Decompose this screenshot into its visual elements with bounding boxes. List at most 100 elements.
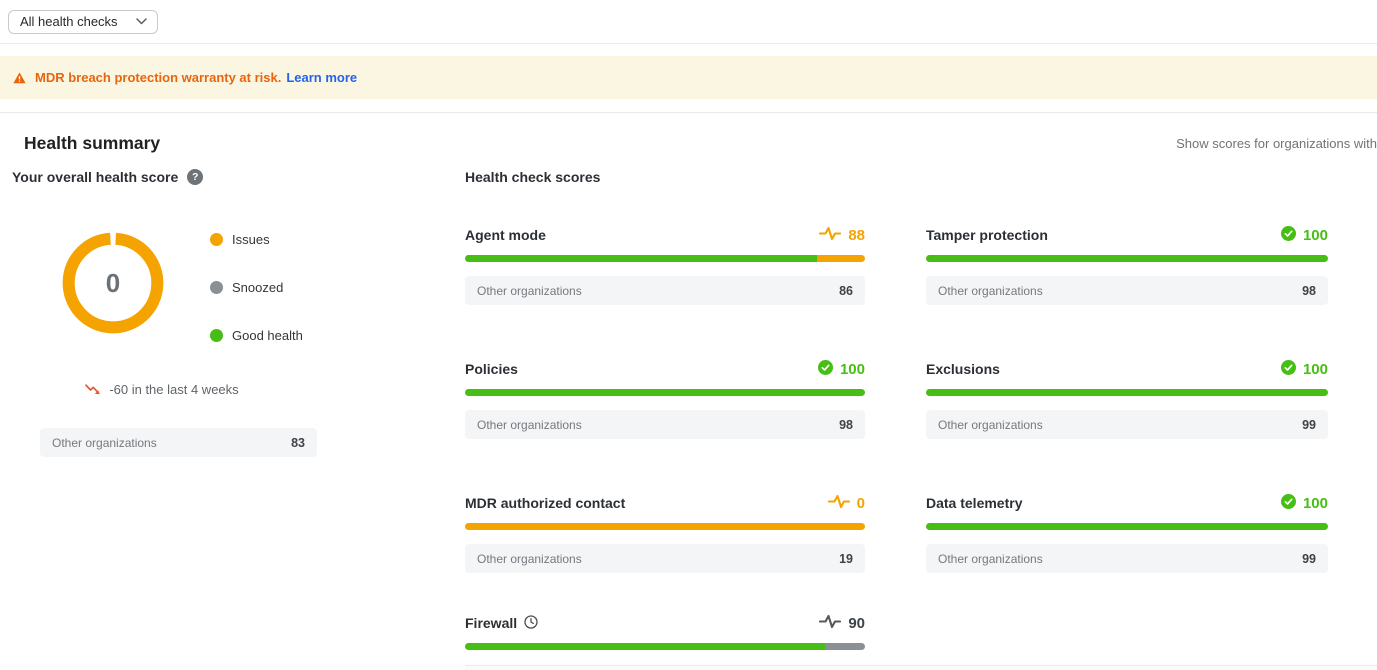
bar-segment-green	[465, 255, 817, 262]
health-check-score: 90	[819, 613, 865, 633]
health-check-title: Agent mode	[465, 227, 546, 243]
health-check-card: Firewall 90	[465, 613, 865, 650]
health-check-title: Exclusions	[926, 361, 1000, 377]
health-check-card: Data telemetry 100 Other organizations 9…	[926, 493, 1328, 573]
benchmark-value: 99	[1302, 417, 1316, 432]
health-check-score: 100	[817, 359, 865, 379]
health-check-score: 100	[1280, 493, 1328, 513]
bar-segment-green	[465, 643, 825, 650]
health-check-name: Tamper protection	[926, 227, 1048, 243]
health-check-name: MDR authorized contact	[465, 495, 626, 511]
health-check-card: Policies 100 Other organizations 98	[465, 359, 865, 439]
section-divider	[465, 665, 1377, 666]
health-check-title: Data telemetry	[926, 495, 1023, 511]
legend-item: Good health	[210, 328, 303, 343]
legend-dot	[210, 233, 223, 246]
benchmark-label: Other organizations	[52, 435, 157, 450]
next-section-edge	[465, 666, 1377, 670]
legend-dot	[210, 329, 223, 342]
benchmark-value: 83	[291, 435, 305, 450]
health-check-title: Firewall	[465, 614, 538, 632]
bar-segment-gray	[825, 643, 865, 650]
benchmark-value: 98	[839, 417, 853, 432]
health-check-score: 88	[819, 225, 865, 245]
health-check-card: Agent mode 88 Other organizations 86	[465, 225, 865, 305]
check-circle-icon	[1280, 493, 1296, 509]
health-check-name: Exclusions	[926, 361, 1000, 377]
score-value: 100	[1302, 226, 1328, 244]
score-progress-bar	[926, 523, 1328, 530]
health-check-card: Tamper protection 100 Other organization…	[926, 225, 1328, 305]
benchmark-label: Other organizations	[938, 551, 1043, 566]
snooze-clock-icon	[524, 614, 538, 629]
overall-health-panel: Your overall health score ? 0 Issues Sno…	[0, 167, 465, 670]
benchmark-row: Other organizations 86	[465, 276, 865, 305]
page-title: Health summary	[24, 133, 161, 153]
score-progress-bar	[926, 255, 1328, 262]
score-progress-bar	[465, 643, 865, 650]
health-check-score: 100	[1280, 359, 1328, 379]
pulse-icon	[819, 226, 842, 241]
benchmark-row: Other organizations 83	[40, 428, 317, 457]
health-check-score: 100	[1280, 225, 1328, 245]
pulse-icon	[827, 494, 850, 509]
benchmark-row: Other organizations 99	[926, 544, 1328, 573]
warning-banner: MDR breach protection warranty at risk. …	[0, 56, 1377, 99]
learn-more-link[interactable]: Learn more	[286, 70, 358, 85]
health-check-card: Exclusions 100 Other organizations 99	[926, 359, 1328, 439]
score-progress-bar	[926, 389, 1328, 396]
bar-segment-green	[926, 255, 1328, 262]
health-check-title: MDR authorized contact	[465, 495, 625, 511]
benchmark-label: Other organizations	[938, 283, 1043, 298]
benchmark-value: 98	[1302, 283, 1316, 298]
score-progress-bar	[465, 523, 865, 530]
benchmark-row: Other organizations 98	[465, 410, 865, 439]
pulse-icon	[819, 614, 842, 629]
overall-score-title: Your overall health score	[12, 169, 179, 185]
bar-segment-orange	[465, 523, 865, 530]
legend-item: Snoozed	[210, 280, 303, 295]
score-progress-bar	[465, 389, 865, 396]
score-value: 90	[848, 614, 865, 632]
benchmark-label: Other organizations	[477, 283, 582, 298]
health-checks-filter-dropdown[interactable]: All health checks	[8, 9, 158, 34]
donut-legend: Issues Snoozed Good health	[210, 232, 303, 376]
benchmark-label: Other organizations	[938, 417, 1043, 432]
chevron-down-icon	[136, 18, 147, 25]
benchmark-row: Other organizations 19	[465, 544, 865, 573]
score-value: 100	[1302, 360, 1328, 378]
health-check-name: Agent mode	[465, 227, 546, 243]
issues-count: 0	[105, 267, 121, 298]
filter-toolbar: All health checks	[0, 0, 1377, 44]
score-value: 100	[1302, 494, 1328, 512]
section-divider	[0, 112, 1377, 113]
check-circle-icon	[1280, 359, 1296, 375]
trend-down-icon	[85, 384, 101, 395]
score-value: 88	[848, 226, 865, 244]
warning-banner-text: MDR breach protection warranty at risk.	[35, 70, 282, 85]
benchmark-value: 99	[1302, 551, 1316, 566]
score-trend: -60 in the last 4 weeks	[12, 382, 312, 397]
benchmark-row: Other organizations 99	[926, 410, 1328, 439]
health-check-title: Tamper protection	[926, 227, 1048, 243]
benchmark-value: 86	[839, 283, 853, 298]
benchmark-label: Other organizations	[477, 551, 582, 566]
legend-dot	[210, 281, 223, 294]
legend-label: Issues	[232, 232, 270, 247]
trend-text: -60 in the last 4 weeks	[109, 382, 239, 397]
overall-score-donut	[60, 230, 166, 336]
health-check-score: 0	[827, 493, 865, 513]
bar-segment-orange	[817, 255, 865, 262]
health-check-scores-title: Health check scores	[465, 169, 601, 185]
benchmark-value: 19	[839, 551, 853, 566]
help-icon[interactable]: ?	[187, 169, 204, 185]
health-check-card: MDR authorized contact 0 Other organizat…	[465, 493, 865, 573]
benchmark-row: Other organizations 98	[926, 276, 1328, 305]
warning-triangle-icon	[13, 71, 26, 83]
health-check-name: Data telemetry	[926, 495, 1023, 511]
check-circle-icon	[817, 359, 833, 375]
legend-label: Good health	[232, 328, 303, 343]
legend-label: Snoozed	[232, 280, 284, 295]
bar-segment-green	[926, 389, 1328, 396]
legend-item: Issues	[210, 232, 303, 247]
